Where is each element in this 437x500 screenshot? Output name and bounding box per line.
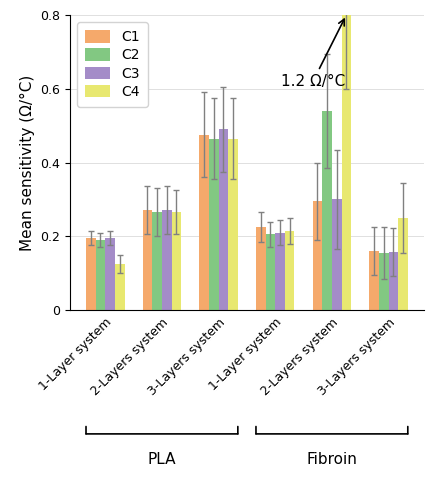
- Bar: [388, 252, 398, 310]
- Bar: [285, 230, 295, 310]
- Bar: [86, 238, 96, 310]
- Bar: [172, 212, 181, 310]
- Bar: [275, 232, 285, 310]
- Bar: [379, 253, 388, 310]
- Text: 3-Layers system: 3-Layers system: [146, 316, 228, 398]
- Bar: [256, 227, 266, 310]
- Bar: [322, 111, 332, 310]
- Bar: [228, 138, 238, 310]
- Bar: [209, 138, 218, 310]
- Text: 1-Layer system: 1-Layer system: [207, 316, 284, 394]
- Bar: [332, 200, 342, 310]
- Text: PLA: PLA: [148, 452, 176, 466]
- Text: 1-Layer system: 1-Layer system: [37, 316, 114, 394]
- Text: Fibroin: Fibroin: [306, 452, 357, 466]
- Bar: [115, 264, 125, 310]
- Text: 2-Layers system: 2-Layers system: [259, 316, 341, 398]
- Bar: [152, 212, 162, 310]
- Text: 2-Layers system: 2-Layers system: [89, 316, 171, 398]
- Text: 1.2 Ω/°C: 1.2 Ω/°C: [281, 19, 345, 89]
- Bar: [96, 240, 105, 310]
- Bar: [162, 210, 172, 310]
- Bar: [218, 130, 228, 310]
- Bar: [369, 251, 379, 310]
- Bar: [142, 210, 152, 310]
- Bar: [398, 218, 408, 310]
- Y-axis label: Mean sensitivity (Ω/°C): Mean sensitivity (Ω/°C): [20, 74, 35, 250]
- Bar: [266, 234, 275, 310]
- Bar: [105, 238, 115, 310]
- Bar: [199, 135, 209, 310]
- Bar: [342, 15, 351, 310]
- Legend: C1, C2, C3, C4: C1, C2, C3, C4: [77, 22, 148, 107]
- Text: 3-Layers system: 3-Layers system: [316, 316, 398, 398]
- Bar: [312, 201, 322, 310]
